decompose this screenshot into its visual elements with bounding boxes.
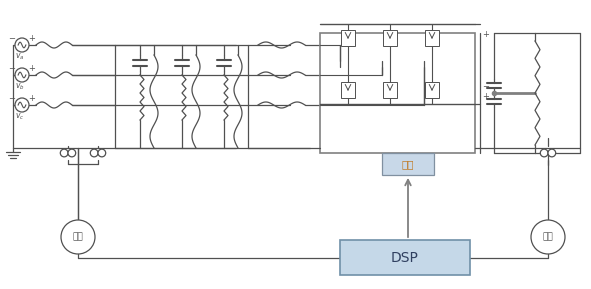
Text: −: − — [482, 82, 489, 91]
Text: −: − — [8, 64, 15, 73]
Bar — [342, 30, 355, 46]
Text: −: − — [8, 94, 15, 103]
Text: DSP: DSP — [391, 251, 419, 264]
Text: −: − — [8, 34, 15, 43]
Text: +: + — [482, 30, 489, 39]
Text: $v_c$: $v_c$ — [15, 112, 25, 123]
Text: +: + — [482, 92, 489, 101]
Circle shape — [15, 98, 29, 112]
Bar — [426, 82, 439, 98]
Text: +: + — [28, 94, 35, 103]
Text: 采样: 采样 — [543, 232, 553, 242]
Bar — [426, 30, 439, 46]
Bar — [342, 82, 355, 98]
Circle shape — [98, 149, 106, 157]
Bar — [382, 153, 434, 175]
Circle shape — [15, 38, 29, 52]
Text: +: + — [28, 64, 35, 73]
Circle shape — [90, 149, 98, 157]
Text: 驱动: 驱动 — [402, 159, 414, 169]
Bar — [384, 82, 397, 98]
Circle shape — [548, 149, 556, 157]
Text: $v_b$: $v_b$ — [15, 82, 25, 92]
Text: $v_a$: $v_a$ — [15, 52, 25, 62]
Circle shape — [60, 149, 68, 157]
Bar — [340, 240, 470, 275]
Text: −: − — [482, 144, 489, 153]
Circle shape — [540, 149, 548, 157]
Bar — [384, 30, 397, 46]
Bar — [320, 33, 475, 153]
Circle shape — [531, 220, 565, 254]
Circle shape — [61, 220, 95, 254]
Circle shape — [15, 68, 29, 82]
Text: +: + — [28, 34, 35, 43]
Circle shape — [68, 149, 76, 157]
Text: 采样: 采样 — [73, 232, 83, 242]
